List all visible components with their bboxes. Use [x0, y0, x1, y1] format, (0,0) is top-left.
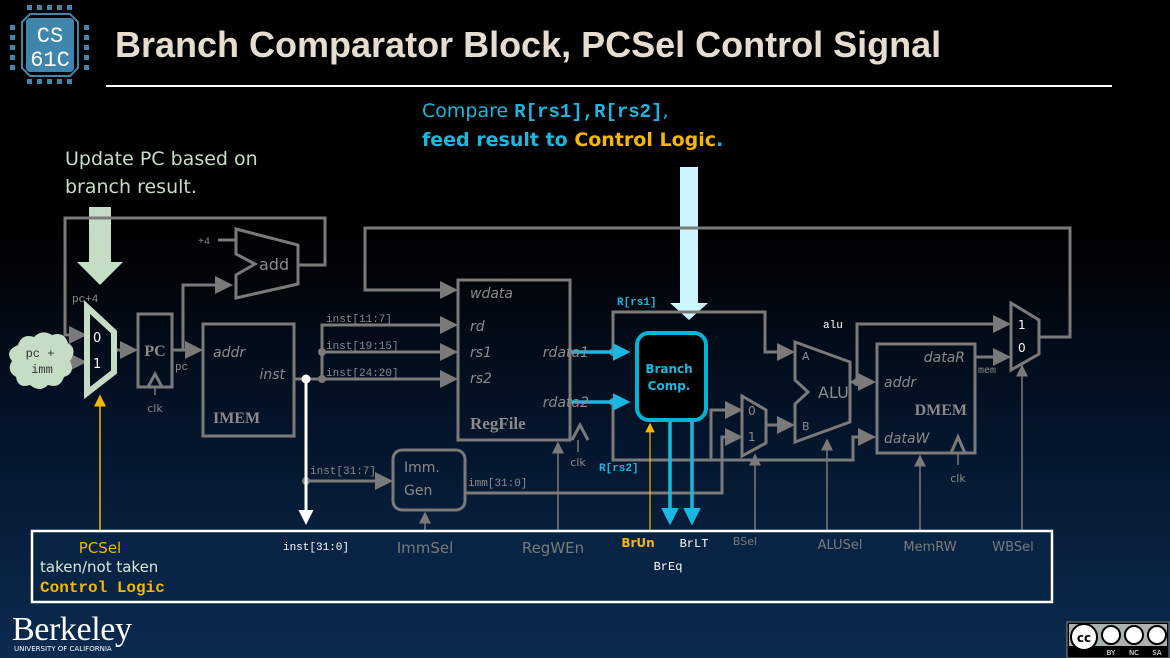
r-rs2-label: R[rs2] [599, 463, 639, 475]
taken-label: taken/not taken [40, 558, 158, 576]
inst-label: inst[19:15] [326, 341, 399, 353]
control-logic-block: PCSel taken/not taken Control Logic inst… [30, 529, 1054, 604]
cc-by: BY [1107, 649, 1116, 657]
bsel-mux: 0 1 [740, 393, 768, 459]
pc-cloud: pc + imm [9, 332, 74, 389]
add-label: add [259, 255, 289, 274]
alu-out-label: alu [823, 320, 843, 332]
r-rs1-label: R[rs1] [617, 297, 657, 309]
inst-signal-label: inst[31:0] [283, 542, 349, 554]
rs1-label: rs1 [470, 345, 492, 361]
rdata1-label: rdata1 [543, 345, 589, 361]
logo-text: 61C [30, 48, 70, 73]
berkeley-logo: Berkeley UNIVERSITY OF CALIFORNIA [12, 611, 132, 653]
immsel-label: ImmSel [397, 539, 454, 557]
alu-a-label: A [802, 350, 810, 363]
berkeley-wordmark: Berkeley [12, 611, 132, 648]
inst-field-labels: inst[11:7] inst[19:15] inst[24:20] inst[… [310, 314, 527, 490]
inst-label: inst[31:7] [310, 466, 376, 478]
dataw-label: dataW [884, 431, 931, 447]
cyan-arrow-icon [670, 167, 708, 320]
clk-label: clk [950, 472, 966, 485]
alusel-label: ALUSel [818, 538, 863, 553]
regfile-name: RegFile [470, 414, 526, 433]
rd-label: rd [470, 319, 485, 335]
inst-label: inst[24:20] [326, 368, 399, 380]
inst-label: inst[11:7] [326, 314, 392, 326]
immgen-label: Imm. [404, 460, 440, 476]
cs61c-logo: CS 61C [10, 5, 89, 84]
immgen-label: Gen [404, 483, 432, 499]
dmem-addr-label: addr [884, 375, 917, 391]
imem: addr inst IMEM [201, 322, 296, 438]
cc-license-badge: cc BY NC SA [1066, 621, 1170, 658]
wires [63, 216, 1072, 495]
mem-label: mem [978, 366, 996, 377]
page-title: Branch Comparator Block, PCSel Control S… [115, 24, 941, 65]
update-annotation: Update PC based on [65, 148, 258, 170]
branch-comp-wires [570, 343, 701, 526]
mux-input-label: 0 [93, 331, 101, 346]
pc-out-label: pc [175, 362, 188, 374]
dmem: dataR addr dataW DMEM clk mem [875, 342, 996, 485]
feed-annotation: feed result to Control Logic. [422, 129, 723, 151]
dmem-name: DMEM [915, 402, 967, 419]
alu: ALU A B alu [793, 320, 852, 445]
mux-input-label: 0 [1018, 341, 1026, 355]
mux-input-label: 1 [93, 357, 101, 372]
pcsel-label: PCSel [79, 539, 121, 557]
uc-text: UNIVERSITY OF CALIFORNIA [14, 645, 112, 653]
pc4-label: pc+4 [72, 294, 99, 306]
bsel-label: BSel [733, 535, 757, 548]
logo-text: CS [37, 24, 63, 49]
pcsel-mux: 0 1 pc+4 [72, 294, 117, 400]
wbsel-mux: 1 0 [1009, 300, 1041, 373]
svg-text:cc: cc [1077, 631, 1091, 645]
rdata2-label: rdata2 [543, 395, 589, 411]
wbsel-label: WBSel [992, 540, 1033, 555]
branch-comparator: Branch Comp. [635, 331, 708, 422]
regfile: wdata rd rs1 rs2 rdata1 rdata2 RegFile c… [456, 278, 590, 469]
clk-label: clk [570, 456, 586, 469]
alu-b-label: B [802, 420, 810, 433]
mux-input-label: 1 [1018, 318, 1026, 332]
imem-addr-label: addr [213, 345, 246, 361]
imem-inst-label: inst [259, 367, 285, 383]
imm-label: imm[31:0] [468, 478, 527, 490]
compare-annotation: Compare R[rs1],R[rs2], [422, 100, 669, 123]
datar-label: dataR [924, 350, 965, 366]
imem-name: IMEM [213, 410, 260, 427]
plus4-label: +4 [198, 237, 210, 248]
rs2-label: rs2 [470, 371, 492, 387]
memrw-label: MemRW [903, 540, 956, 555]
cloud-label: imm [31, 363, 53, 377]
update-annotation: branch result. [65, 176, 197, 198]
breq-label: BrEq [654, 560, 683, 574]
imm-gen: Imm. Gen [391, 448, 467, 512]
alu-label: ALU [818, 383, 849, 402]
regwen-label: RegWEn [522, 539, 584, 557]
clk-label: clk [147, 402, 163, 415]
cloud-label: pc + [26, 347, 55, 361]
green-arrow-icon [77, 207, 123, 285]
wdata-label: wdata [470, 286, 513, 302]
brun-label: BrUn [621, 536, 654, 550]
mux-input-label: 1 [748, 430, 756, 444]
pc-adder: add +4 [198, 227, 300, 300]
mux-input-label: 0 [748, 404, 756, 418]
cc-nc: NC [1129, 649, 1139, 657]
brlt-label: BrLT [680, 537, 709, 551]
branch-comp-label: Branch [645, 362, 692, 376]
inst-junction [301, 374, 311, 384]
pc-register: PC clk pc [136, 312, 188, 415]
branch-comp-label: Comp. [648, 379, 691, 393]
control-wires [419, 364, 1028, 530]
pc-label: PC [144, 343, 165, 360]
control-logic-label: Control Logic [40, 579, 165, 597]
cc-sa: SA [1152, 649, 1162, 657]
